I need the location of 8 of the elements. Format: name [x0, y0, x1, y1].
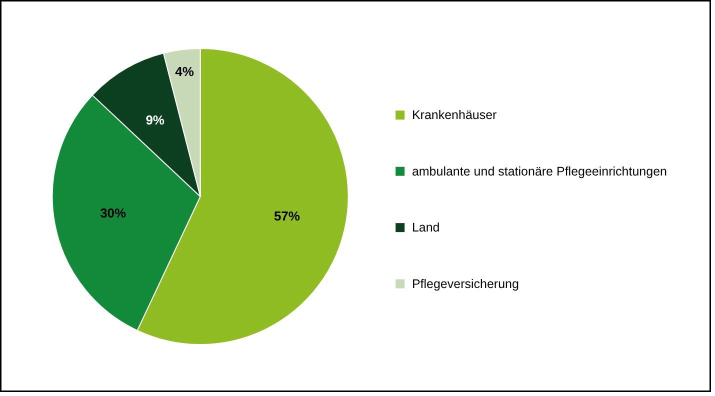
legend-label: Land: [412, 220, 440, 235]
data-label: 4%: [175, 64, 194, 80]
legend-label: ambulante und stationäre Pflegeeinrichtungen: [412, 164, 668, 178]
legend-label: Krankenhäuser: [412, 108, 497, 122]
data-label: 9%: [146, 112, 165, 128]
legend-label: Pflegeversicherung: [412, 276, 519, 291]
data-label: 57%: [274, 208, 300, 224]
data-label: 30%: [100, 206, 127, 221]
